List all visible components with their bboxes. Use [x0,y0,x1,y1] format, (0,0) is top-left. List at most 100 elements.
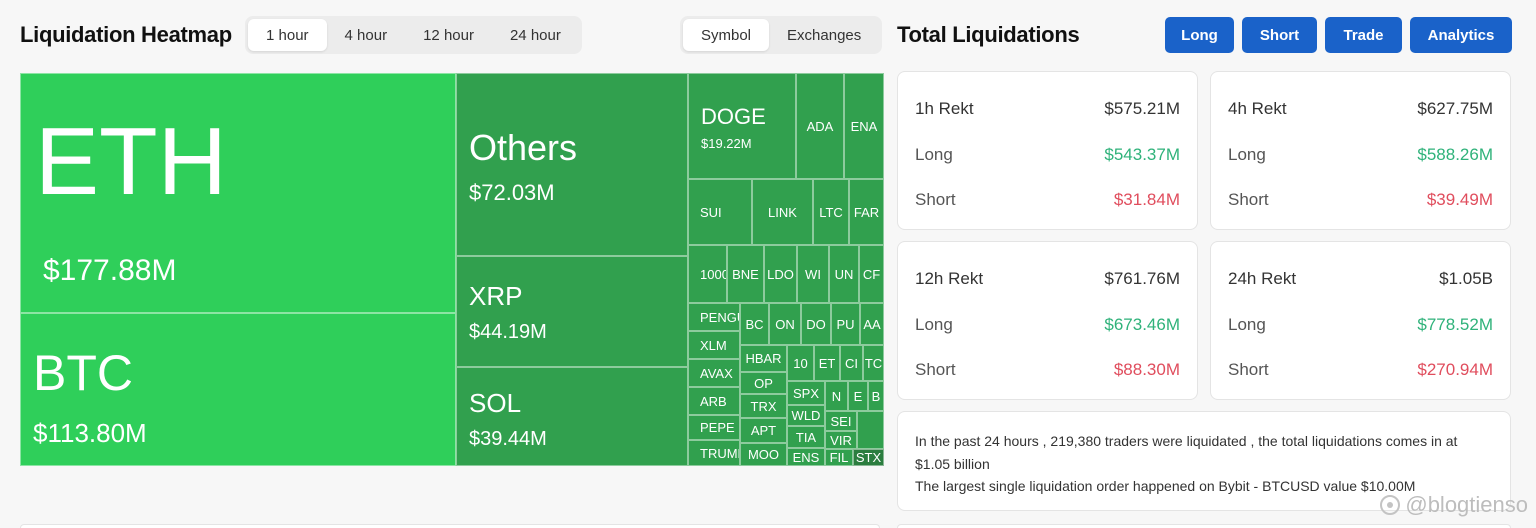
heatmap-cell-apt[interactable]: APT [740,418,787,443]
heatmap-cell-wi[interactable]: WI [797,245,829,303]
short-button[interactable]: Short [1242,17,1317,53]
rekt-card-12h: 12h Rekt $761.76M Long $673.46M Short $88.3… [897,241,1198,400]
heatmap-cell-sol[interactable]: SOL $39.44M [456,367,688,466]
tab-symbol[interactable]: Symbol [683,19,770,51]
heatmap-cell-b[interactable]: B [868,381,884,411]
cell-label: SOL [469,388,522,418]
heatmap-cell-trump[interactable]: TRUMP [688,440,740,466]
heatmap-cell-link[interactable]: LINK [752,179,813,245]
card-short-label: Short [915,190,956,209]
heatmap-cell-misc-a[interactable] [857,411,884,449]
heatmap-cell-fil[interactable]: FIL [825,449,853,466]
heatmap-cell-tc[interactable]: TC [863,345,884,381]
heatmap-cell-ci[interactable]: CI [840,345,863,381]
card-long-label: Long [915,315,953,334]
heatmap-cell-ens[interactable]: ENS [787,448,825,466]
cell-label: XRP [469,281,523,311]
heatmap-cell-1000[interactable]: 1000 [688,245,727,303]
heatmap-title: Liquidation Heatmap [20,22,232,47]
card-total: $627.75M [1417,99,1493,118]
tab-exchanges[interactable]: Exchanges [787,26,862,44]
watermark-text: @blogtienso [1405,492,1528,517]
heatmap-cell-un[interactable]: UN [829,245,859,303]
card-period: 1h Rekt [915,99,974,118]
heatmap-cell-vir[interactable]: VIR [825,431,857,449]
tab-1-hour[interactable]: 1 hour [248,19,327,51]
heatmap-cell-hbar[interactable]: HBAR [740,345,787,372]
heatmap-cell-btc[interactable]: BTC $113.80M [20,313,456,466]
heatmap-cell-spx[interactable]: SPX [787,381,825,405]
rekt-card-1h: 1h Rekt $575.21M Long $543.37M Short $31.84… [897,71,1198,230]
cell-value: $113.80M [33,418,147,448]
heatmap-cell-eth[interactable]: ETH $177.88M [20,73,456,313]
analytics-button[interactable]: Analytics [1410,17,1512,53]
heatmap-cell-others[interactable]: Others $72.03M [456,73,688,256]
summary-line-traders: In the past 24 hours , 219,380 traders w… [915,433,1458,472]
heatmap-cell-aa[interactable]: AA [860,303,884,345]
long-button[interactable]: Long [1165,17,1234,53]
heatmap-cell-10[interactable]: 10 [787,345,814,381]
card-short-label: Short [915,360,956,379]
heatmap-cell-op[interactable]: OP [740,372,787,394]
heatmap-cell-et[interactable]: ET [814,345,840,381]
heatmap-cell-xlm[interactable]: XLM [688,331,740,359]
heatmap-cell-arb[interactable]: ARB [688,387,740,415]
heatmap-cell-bc[interactable]: BC [740,303,769,345]
liquidation-heatmap: ETH $177.88M BTC $113.80M Others $72.03M… [20,73,884,466]
card-short-value: $88.30M [1113,360,1180,379]
watermark-logo-icon [1380,495,1401,515]
heatmap-cell-n[interactable]: N [825,381,848,411]
cell-label: DOGE [701,104,766,129]
rekt-card-24h: 24h Rekt $1.05B Long $778.52M Short $270.94… [1210,241,1511,400]
heatmap-cell-moo[interactable]: MOO [740,443,787,466]
card-long-label: Long [915,145,953,164]
watermark: @blogtienso [1379,492,1528,518]
heatmap-cell-ltc[interactable]: LTC [813,179,849,245]
heatmap-cell-ena[interactable]: ENA [844,73,884,179]
heatmap-cell-far[interactable]: FAR [849,179,884,245]
heatmap-cell-do[interactable]: DO [801,303,831,345]
heatmap-cell-sui[interactable]: SUI [688,179,752,245]
card-long-value: $588.26M [1417,145,1493,164]
heatmap-cell-cf[interactable]: CF [859,245,884,303]
summary-line-largest-order: The largest single liquidation order hap… [915,478,1416,494]
heatmap-cell-wld[interactable]: WLD [787,405,825,426]
card-long-value: $673.46M [1104,315,1180,334]
heatmap-cell-pepe[interactable]: PEPE [688,415,740,440]
heatmap-cell-doge[interactable]: DOGE $19.22M [688,73,796,179]
view-tabs: Symbol Exchanges [680,16,883,54]
cell-value: $39.44M [469,428,547,450]
heatmap-cell-ldo[interactable]: LDO [764,245,797,303]
heatmap-cell-bne[interactable]: BNE [727,245,764,303]
tab-24-hour[interactable]: 24 hour [509,26,561,44]
total-liquidations-title: Total Liquidations [897,22,1080,47]
liquidation-summary: In the past 24 hours , 219,380 traders w… [897,411,1511,511]
tab-12-hour[interactable]: 12 hour [423,26,474,44]
heatmap-cell-on[interactable]: ON [769,303,801,345]
card-period: 12h Rekt [915,269,984,288]
heatmap-cell-ada[interactable]: ADA [796,73,844,179]
tab-4-hour[interactable]: 4 hour [344,26,388,44]
heatmap-cell-pu[interactable]: PU [831,303,860,345]
heatmap-cell-tia[interactable]: TIA [787,426,825,448]
next-panel-edge-left [20,524,880,528]
card-long-label: Long [1228,145,1266,164]
card-long-label: Long [1228,315,1266,334]
rekt-card-4h: 4h Rekt $627.75M Long $588.26M Short $39.49… [1210,71,1511,230]
heatmap-cell-e[interactable]: E [848,381,868,411]
heatmap-cell-avax[interactable]: AVAX [688,359,740,387]
heatmap-cell-pengu[interactable]: PENGU [688,303,740,331]
card-short-value: $31.84M [1113,190,1180,209]
heatmap-cell-stx[interactable]: STX [853,449,884,466]
heatmap-cell-sei[interactable]: SEI [825,411,857,431]
cell-label: BTC [33,345,133,401]
card-short-label: Short [1228,190,1269,209]
next-panel-edge-right [897,524,1511,528]
card-long-value: $543.37M [1104,145,1180,164]
trade-button[interactable]: Trade [1325,17,1402,53]
heatmap-cell-trx[interactable]: TRX [740,394,787,418]
cell-value: $177.88M [43,254,177,287]
cell-label: ETH [35,108,227,215]
cell-value: $19.22M [701,136,752,151]
heatmap-cell-xrp[interactable]: XRP $44.19M [456,256,688,367]
